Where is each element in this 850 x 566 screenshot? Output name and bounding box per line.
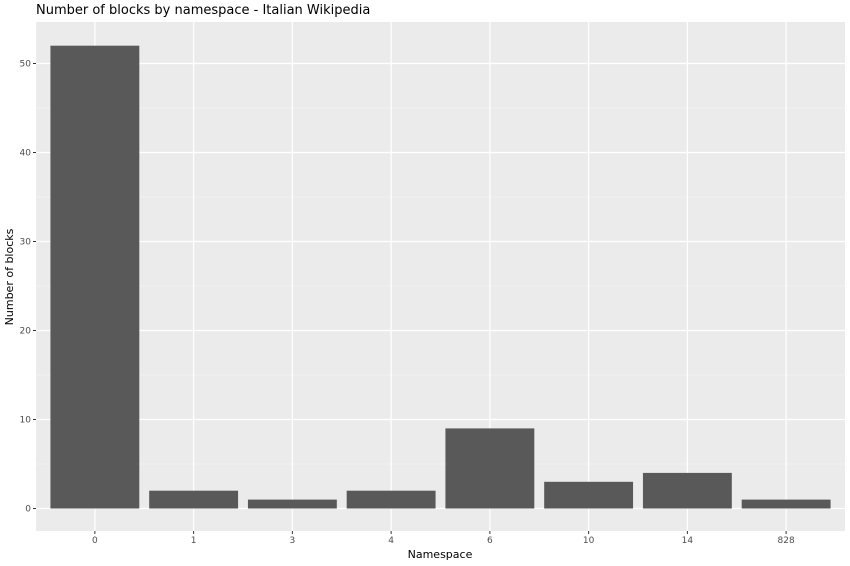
x-tick-label: 1: [191, 536, 197, 546]
x-axis-title: Namespace: [408, 548, 473, 561]
y-axis-title: Number of blocks: [3, 228, 16, 325]
bar: [741, 499, 831, 509]
plot-panel: [36, 22, 845, 531]
bars: [50, 45, 831, 509]
minor-gridlines: [36, 107, 845, 465]
x-tick-label: 0: [92, 536, 98, 546]
y-tick-label: 0: [25, 505, 31, 515]
bar: [642, 472, 732, 509]
x-tick-label: 828: [778, 536, 795, 546]
bar: [445, 428, 535, 509]
x-tick-label: 6: [487, 536, 493, 546]
x-tick-label: 14: [682, 536, 694, 546]
y-tick-label: 20: [20, 327, 32, 337]
x-tick-label: 4: [388, 536, 394, 546]
y-tick-label: 40: [20, 149, 32, 159]
bar: [544, 481, 634, 509]
bar: [247, 499, 337, 509]
y-tick-label: 30: [20, 238, 32, 248]
x-tick-label: 3: [290, 536, 296, 546]
bar: [149, 490, 239, 509]
y-tick-label: 10: [20, 416, 32, 426]
x-axis-ticks: 0 1 3 4 6 10 14 828: [92, 531, 795, 546]
y-tick-label: 50: [20, 60, 32, 70]
y-axis-ticks: 0 10 20 30 40 50: [20, 60, 36, 515]
bar: [50, 45, 140, 509]
chart-title: Number of blocks by namespace - Italian …: [36, 3, 370, 18]
x-tick-label: 10: [583, 536, 595, 546]
bar: [346, 490, 436, 509]
